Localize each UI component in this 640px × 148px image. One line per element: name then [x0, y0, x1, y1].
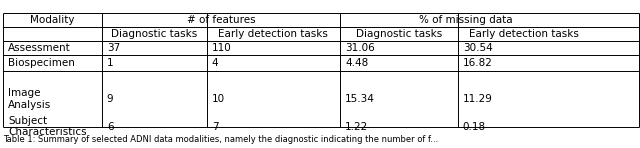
Text: Early detection tasks: Early detection tasks — [469, 29, 579, 39]
Text: 31.06: 31.06 — [345, 43, 375, 53]
Text: 1: 1 — [107, 58, 113, 68]
Text: Subject
Characteristics: Subject Characteristics — [8, 116, 87, 137]
Text: 15.34: 15.34 — [345, 94, 375, 104]
Text: % of missing data: % of missing data — [419, 15, 513, 25]
Text: 37: 37 — [107, 43, 120, 53]
Text: 11.29: 11.29 — [463, 94, 493, 104]
Text: Image
Analysis: Image Analysis — [8, 88, 52, 110]
Text: # of features: # of features — [186, 15, 255, 25]
Text: Early detection tasks: Early detection tasks — [218, 29, 328, 39]
Text: Diagnostic tasks: Diagnostic tasks — [356, 29, 442, 39]
Text: Assessment: Assessment — [8, 43, 71, 53]
Text: 1.22: 1.22 — [345, 122, 369, 132]
Text: 7: 7 — [212, 122, 218, 132]
Text: Diagnostic tasks: Diagnostic tasks — [111, 29, 197, 39]
Text: 16.82: 16.82 — [463, 58, 493, 68]
Text: Modality: Modality — [30, 15, 75, 25]
Text: 110: 110 — [212, 43, 232, 53]
Text: 10: 10 — [212, 94, 225, 104]
Text: 4.48: 4.48 — [345, 58, 369, 68]
Text: 30.54: 30.54 — [463, 43, 492, 53]
Text: Biospecimen: Biospecimen — [8, 58, 75, 68]
Text: 4: 4 — [212, 58, 218, 68]
Text: 6: 6 — [107, 122, 113, 132]
Text: 0.18: 0.18 — [463, 122, 486, 132]
Text: Table 1: Summary of selected ADNI data modalities, namely the diagnostic indicat: Table 1: Summary of selected ADNI data m… — [3, 135, 438, 144]
Text: 9: 9 — [107, 94, 113, 104]
